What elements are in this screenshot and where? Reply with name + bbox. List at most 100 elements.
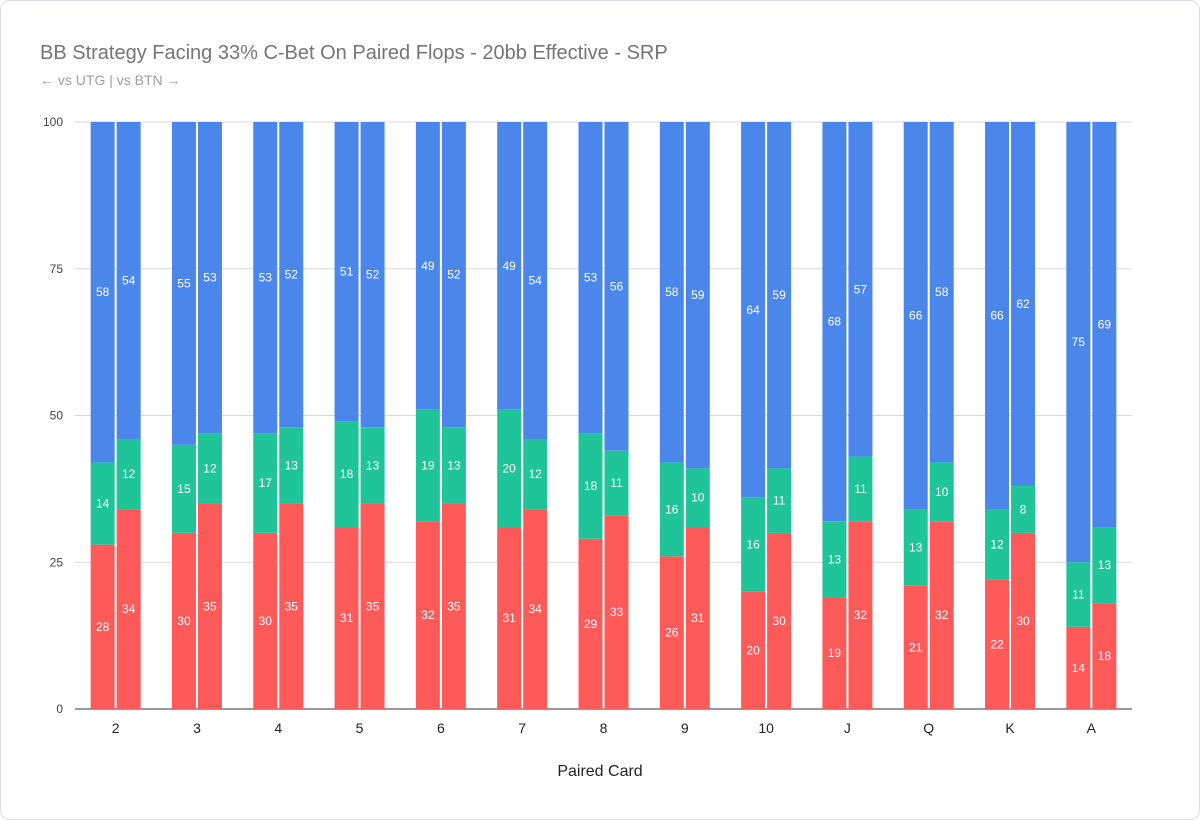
bar-3-btn-seg0 [197, 503, 222, 709]
data-label: 13 [366, 458, 380, 472]
data-label: 13 [909, 541, 923, 555]
bar-J-utg-seg0 [822, 597, 847, 709]
bar-9-btn-seg1 [685, 468, 710, 528]
bar-J-btn-seg1 [848, 456, 873, 522]
bar-3-utg-seg0 [171, 532, 196, 709]
x-tick-label: J [844, 720, 851, 736]
data-label: 54 [529, 273, 543, 287]
bar-K-btn-seg2 [1011, 122, 1036, 486]
data-label: 52 [366, 268, 380, 282]
bar-8-btn-seg2 [604, 122, 629, 451]
data-label: 18 [340, 467, 354, 481]
data-label: 52 [285, 268, 299, 282]
bar-A-utg-seg1 [1066, 562, 1091, 627]
bar-6-btn-seg0 [441, 503, 466, 709]
bar-K-btn-seg0 [1011, 532, 1036, 709]
bar-10-utg-seg1 [741, 497, 766, 592]
bar-10-btn-seg1 [767, 468, 792, 533]
data-label: 58 [665, 285, 679, 299]
bar-8-btn-seg0 [604, 515, 629, 709]
bar-Q-utg-seg1 [903, 509, 928, 586]
bar-4-utg-seg2 [253, 122, 278, 434]
data-label: 68 [828, 315, 842, 329]
data-label: 10 [691, 491, 705, 505]
bar-5-btn-seg0 [360, 503, 385, 709]
data-label: 51 [340, 265, 354, 279]
data-label: 56 [610, 279, 624, 293]
bars [90, 122, 1117, 709]
x-tick-label: 10 [758, 720, 774, 736]
bar-7-utg-seg2 [497, 122, 522, 410]
bar-10-btn-seg2 [767, 122, 792, 469]
bar-6-utg-seg1 [415, 409, 440, 522]
x-tick-label: A [1087, 720, 1097, 736]
chart-title: BB Strategy Facing 33% C-Bet On Paired F… [40, 42, 668, 64]
bar-8-utg-seg1 [578, 433, 603, 539]
data-label: 59 [772, 288, 786, 302]
data-label: 53 [584, 271, 598, 285]
data-label: 17 [259, 476, 273, 490]
x-tick-label: 4 [274, 720, 282, 736]
bar-10-utg-seg0 [741, 591, 766, 709]
bar-8-utg-seg2 [578, 122, 603, 434]
data-label: 30 [259, 614, 273, 628]
bar-7-utg-seg0 [497, 527, 522, 709]
x-tick-label: 7 [518, 720, 526, 736]
data-label: 52 [447, 268, 461, 282]
data-label: 49 [421, 259, 435, 273]
bar-6-utg-seg2 [415, 122, 440, 410]
bar-6-btn-seg2 [441, 122, 466, 428]
data-label: 16 [746, 538, 760, 552]
data-label: 11 [1072, 588, 1085, 602]
data-label: 13 [1098, 558, 1112, 572]
bar-5-btn-seg2 [360, 122, 385, 428]
bar-9-utg-seg0 [659, 556, 684, 709]
data-label: 10 [935, 485, 949, 499]
data-label: 30 [772, 614, 786, 628]
data-label: 12 [529, 467, 543, 481]
y-tick-label: 25 [50, 555, 64, 569]
data-label: 11 [773, 494, 786, 508]
bar-6-utg-seg0 [415, 521, 440, 709]
bar-A-utg-seg0 [1066, 626, 1091, 709]
bar-10-btn-seg0 [767, 532, 792, 709]
bar-5-btn-seg1 [360, 427, 385, 504]
bar-9-utg-seg2 [659, 122, 684, 463]
bar-3-btn-seg1 [197, 433, 222, 504]
bar-10-utg-seg2 [741, 122, 766, 498]
data-label: 21 [909, 640, 923, 654]
data-label: 32 [854, 608, 868, 622]
data-label: 35 [285, 599, 299, 613]
bar-J-utg-seg1 [822, 521, 847, 598]
data-label: 64 [746, 303, 760, 317]
data-label: 58 [935, 285, 949, 299]
data-label: 35 [366, 599, 380, 613]
data-label: 18 [1098, 649, 1112, 663]
x-tick-label: 5 [356, 720, 364, 736]
data-label: 69 [1098, 318, 1112, 332]
data-label: 58 [96, 285, 110, 299]
bar-7-btn-seg0 [523, 509, 548, 709]
bar-7-utg-seg1 [497, 409, 522, 528]
bar-Q-btn-seg2 [929, 122, 954, 463]
bar-Q-btn-seg0 [929, 521, 954, 709]
data-label: 26 [665, 626, 679, 640]
data-label: 13 [285, 458, 299, 472]
data-label: 62 [1016, 297, 1030, 311]
bar-9-btn-seg0 [685, 527, 710, 709]
bar-8-btn-seg1 [604, 450, 629, 516]
bar-9-utg-seg1 [659, 462, 684, 557]
bar-J-btn-seg0 [848, 521, 873, 709]
bar-8-utg-seg0 [578, 538, 603, 709]
bar-6-btn-seg1 [441, 427, 466, 504]
data-label: 31 [503, 611, 517, 625]
data-label: 59 [691, 288, 705, 302]
bar-2-btn-seg2 [116, 122, 141, 439]
x-tick-label: Q [923, 720, 934, 736]
y-tick-label: 100 [43, 115, 63, 129]
data-label: 16 [665, 502, 679, 516]
data-label: 53 [259, 271, 273, 285]
data-label: 28 [96, 620, 110, 634]
chart-subtitle: ← vs UTG | vs BTN → [40, 72, 181, 88]
